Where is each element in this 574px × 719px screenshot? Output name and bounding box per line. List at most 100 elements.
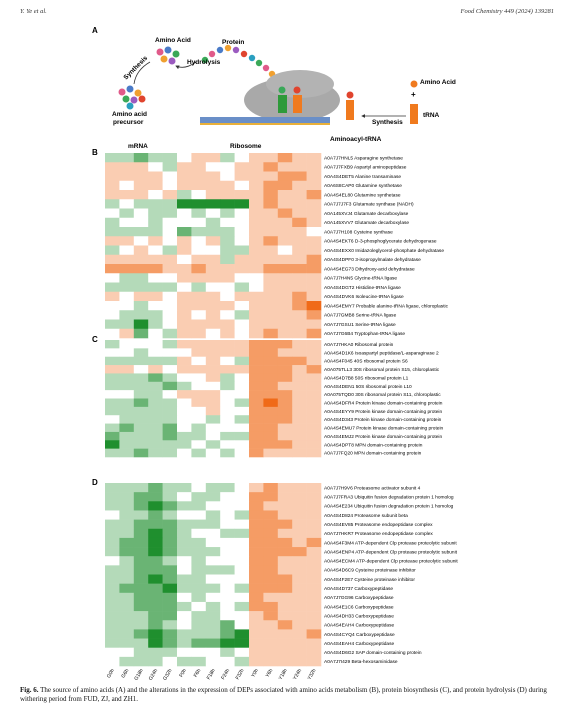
heatmap-cell bbox=[234, 217, 250, 228]
heatmap-cell bbox=[148, 483, 163, 493]
heatmap-cell bbox=[162, 348, 178, 358]
heatmap-cell bbox=[292, 153, 307, 163]
heatmap-cell bbox=[263, 656, 279, 667]
heatmap-cell bbox=[177, 381, 192, 391]
heatmap-cell bbox=[292, 611, 307, 621]
heatmap-cell bbox=[191, 273, 207, 283]
hydrolysis-arrow bbox=[175, 61, 197, 70]
heatmap-cell bbox=[306, 180, 322, 191]
label: Hydrolysis bbox=[187, 59, 221, 66]
heatmap-cell bbox=[105, 415, 120, 424]
heatmap-cell bbox=[105, 171, 120, 182]
heatmap-cell bbox=[191, 264, 207, 274]
heatmap-cell bbox=[191, 565, 207, 575]
heatmap-cell bbox=[306, 510, 322, 520]
heatmap-cell bbox=[292, 528, 307, 539]
heatmap-cell bbox=[263, 501, 279, 511]
heatmap-cell bbox=[105, 348, 120, 358]
heatmap-cell bbox=[306, 245, 322, 256]
heatmap-cell bbox=[162, 656, 178, 667]
heatmap-cell bbox=[292, 440, 307, 449]
heatmap-cell bbox=[133, 171, 149, 182]
heatmap-cell bbox=[105, 217, 120, 228]
heatmap-cell bbox=[277, 310, 293, 320]
heatmap-cell bbox=[105, 199, 120, 209]
heatmap-cell bbox=[133, 291, 149, 302]
heatmap-cell bbox=[133, 601, 149, 612]
heatmap-cell bbox=[177, 528, 192, 539]
heatmap-cell bbox=[148, 629, 163, 639]
heatmap-cell bbox=[191, 301, 207, 311]
heatmap-cell bbox=[277, 356, 293, 366]
heatmap-cell bbox=[306, 199, 322, 209]
row-label: A0A4S4ENP4 ATP-dependent Clp protease pr… bbox=[324, 549, 458, 555]
heatmap-cell bbox=[292, 431, 307, 441]
heatmap-cell bbox=[205, 592, 221, 603]
heatmap-cell bbox=[119, 310, 135, 320]
heatmap-cell bbox=[177, 190, 192, 200]
heatmap-cell bbox=[148, 611, 163, 621]
heatmap-cell bbox=[220, 199, 235, 209]
protein-chain bbox=[201, 44, 276, 78]
heatmap-cell bbox=[234, 310, 250, 320]
heatmap-cell bbox=[234, 620, 250, 630]
heatmap-cell bbox=[234, 528, 250, 539]
heatmap-cell bbox=[249, 273, 264, 283]
row-label: A0A4S4D1K6 Isoaspartyl peptidase/L-aspar… bbox=[324, 350, 439, 356]
row-label: A0A7J7FXB9 Aspartyl aminopeptidase bbox=[324, 165, 407, 171]
heatmap-cell bbox=[205, 208, 221, 219]
caption-label: Fig. 6. bbox=[20, 686, 39, 694]
heatmap-cell bbox=[277, 583, 293, 594]
heatmap-cell bbox=[133, 264, 149, 274]
heatmap-cell bbox=[191, 373, 207, 383]
heatmap-cell bbox=[306, 264, 322, 274]
heatmap-cell bbox=[119, 208, 135, 219]
row-label: A0A4S4DFR4 Protein kinase domain-contain… bbox=[324, 400, 443, 406]
heatmap-cell bbox=[119, 328, 135, 339]
heatmap-cell bbox=[292, 565, 307, 575]
journal-ref: Food Chemistry 449 (2024) 139281 bbox=[460, 8, 554, 15]
heatmap-cell bbox=[263, 556, 279, 566]
heatmap-cell bbox=[148, 254, 163, 265]
heatmap-cell bbox=[292, 583, 307, 594]
heatmap-cell bbox=[205, 162, 221, 172]
heatmap-cell bbox=[177, 356, 192, 366]
heatmap-cell bbox=[277, 519, 293, 530]
heatmap-cell bbox=[177, 319, 192, 330]
heatmap-cell bbox=[119, 501, 135, 511]
heatmap-cell bbox=[119, 180, 135, 191]
column-label: Y0h bbox=[250, 668, 260, 679]
heatmap-cell bbox=[162, 291, 178, 302]
heatmap-cell bbox=[177, 620, 192, 630]
heatmap-cell bbox=[234, 190, 250, 200]
heatmap-cell bbox=[119, 423, 135, 433]
heatmap-cell bbox=[105, 565, 120, 575]
heatmap-cell bbox=[205, 440, 221, 449]
heatmap-cell bbox=[220, 282, 235, 293]
heatmap-cell bbox=[249, 291, 264, 302]
column-label: F0h bbox=[178, 668, 188, 679]
row-label: A0A4S4EL80 Glutamine synthetase bbox=[324, 192, 401, 198]
heatmap-cell bbox=[220, 254, 235, 265]
heatmap-cell bbox=[220, 301, 235, 311]
heatmap-cell bbox=[234, 199, 250, 209]
heatmap-cell bbox=[205, 254, 221, 265]
heatmap-cell bbox=[133, 556, 149, 566]
row-label: A0A7J7GSU1 Serine-tRNA ligase bbox=[324, 322, 396, 328]
heatmap-cell bbox=[105, 373, 120, 383]
heatmap-cell bbox=[133, 310, 149, 320]
heatmap-cell bbox=[191, 423, 207, 433]
heatmap-cell bbox=[119, 629, 135, 639]
heatmap-cell bbox=[133, 208, 149, 219]
heatmap-cell bbox=[234, 601, 250, 612]
heatmap-cell bbox=[249, 190, 264, 200]
heatmap-cell bbox=[292, 638, 307, 648]
heatmap-cell bbox=[162, 264, 178, 274]
heatmap-cell bbox=[292, 340, 307, 349]
heatmap-cell bbox=[133, 236, 149, 246]
heatmap-cell bbox=[133, 565, 149, 575]
heatmap-cell bbox=[162, 431, 178, 441]
heatmap-cell bbox=[177, 328, 192, 339]
heatmap-cell bbox=[249, 629, 264, 639]
heatmap-cell bbox=[205, 565, 221, 575]
